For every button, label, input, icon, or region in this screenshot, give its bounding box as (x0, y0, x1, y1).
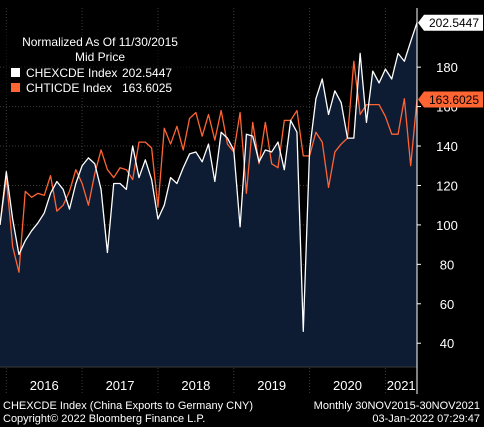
last-value-tag-shape (418, 91, 483, 108)
chexcde-line (0, 22, 418, 333)
axis-layer: 4060801001201401601802016201720182019202… (0, 8, 483, 394)
y-tick-label: 120 (436, 178, 458, 193)
legend-value-chexcde: 202.5447 (122, 66, 172, 80)
x-tick-label: 2020 (333, 378, 362, 393)
legend-title-line2: Mid Price (75, 50, 125, 64)
footer-range: Monthly 30NOV2015-30NOV2021 (313, 400, 480, 412)
legend-value-chticde: 163.6025 (122, 81, 172, 95)
y-tick-label: 100 (436, 218, 458, 233)
last-value-tag-shape (418, 14, 483, 31)
x-tick-label: 2016 (30, 378, 59, 393)
x-tick-label: 2017 (106, 378, 135, 393)
y-tick-label: 40 (440, 336, 454, 351)
line-layer (0, 22, 418, 333)
last-value-tag-label: 202.5447 (429, 16, 479, 30)
x-tick-label: 2019 (257, 378, 286, 393)
footer-source: CHEXCDE Index (China Exports to Germany … (3, 400, 254, 412)
y-tick-label: 60 (440, 297, 454, 312)
x-tick-label: 2021 (387, 378, 416, 393)
legend-label-chticde: CHTICDE Index (26, 81, 112, 95)
legend: Normalized As Of 11/30/2015 Mid Price CH… (5, 30, 199, 97)
legend-label-chexcde: CHEXCDE Index (26, 66, 117, 80)
legend-title-line1: Normalized As Of 11/30/2015 (22, 35, 178, 49)
x-tick-label: 2018 (181, 378, 210, 393)
legend-swatch-chexcde (11, 68, 20, 77)
chexcde-area (0, 22, 417, 367)
chticde-last-value-tag: 163.6025 (418, 91, 483, 108)
chexcde-last-value-tag: 202.5447 (418, 14, 483, 31)
footer-timestamp: 03-Jan-2022 07:29:47 (372, 413, 480, 425)
footer-copyright: Copyright© 2022 Bloomberg Finance L.P. (3, 413, 206, 425)
y-tick-label: 140 (436, 139, 458, 154)
y-tick-label: 180 (436, 60, 458, 75)
last-value-tag-label: 163.6025 (429, 93, 479, 107)
legend-swatch-chticde (11, 83, 20, 92)
y-tick-label: 80 (440, 257, 454, 272)
area-layer (0, 22, 417, 367)
legend-background (5, 30, 199, 97)
